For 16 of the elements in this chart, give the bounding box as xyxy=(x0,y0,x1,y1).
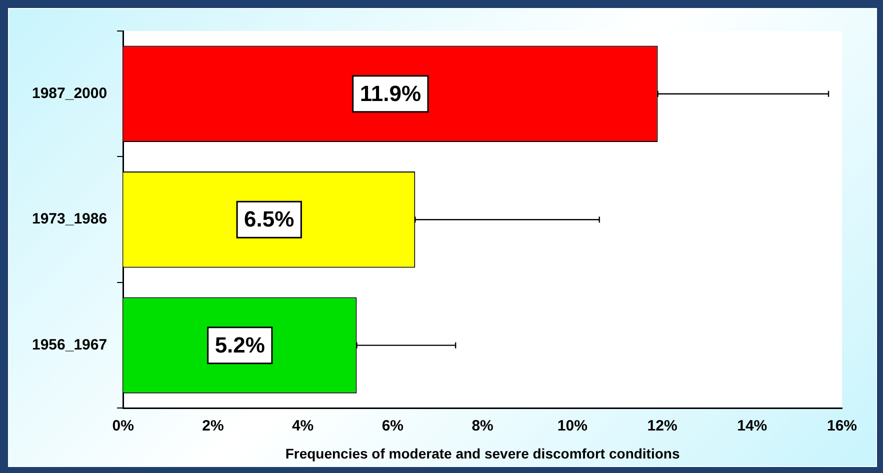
y-tick-label: 1956_1967 xyxy=(32,336,108,354)
x-axis-title: Frequencies of moderate and severe discomfort conditions xyxy=(285,445,680,462)
x-tick-label: 12% xyxy=(647,417,678,434)
x-tick-label: 0% xyxy=(112,417,134,434)
data-label: 5.2% xyxy=(214,332,265,358)
x-tick-label: 16% xyxy=(826,417,858,434)
y-tick-label: 1987_2000 xyxy=(32,85,108,102)
data-label: 6.5% xyxy=(244,206,294,232)
y-tick-label: 1973_1986 xyxy=(32,210,108,228)
x-tick-label: 2% xyxy=(202,417,224,434)
x-tick-label: 4% xyxy=(292,417,314,434)
x-tick-label: 6% xyxy=(382,417,404,434)
x-tick-label: 8% xyxy=(472,417,494,434)
x-tick-label: 14% xyxy=(737,417,768,434)
x-tick-label: 10% xyxy=(557,417,588,434)
data-label: 11.9% xyxy=(360,80,422,106)
